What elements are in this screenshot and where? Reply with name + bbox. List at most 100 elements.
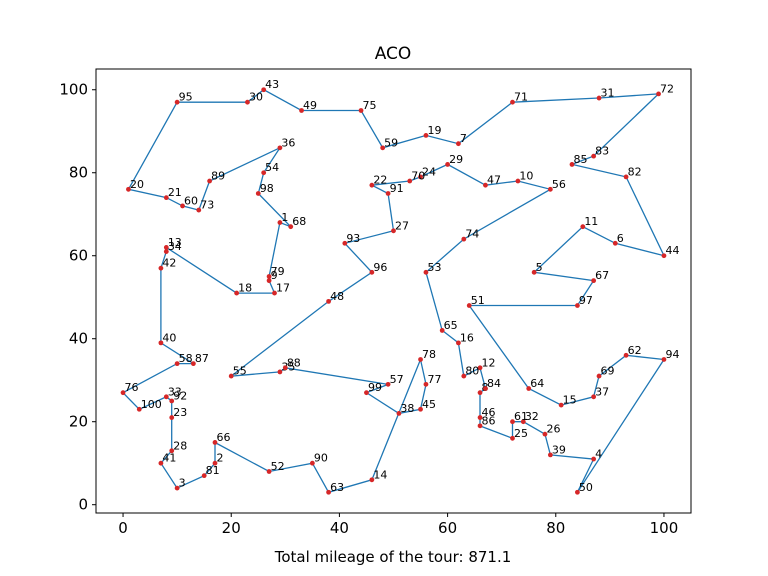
node-label-68: 68: [292, 215, 306, 228]
node-label-82: 82: [628, 165, 642, 178]
node-48: [326, 298, 331, 304]
node-34: [163, 249, 169, 254]
node-23: [169, 415, 175, 420]
node-8: [477, 390, 483, 396]
node-label-93: 93: [346, 232, 360, 245]
node-label-51: 51: [471, 294, 485, 307]
node-label-58: 58: [179, 352, 193, 365]
node-label-73: 73: [200, 199, 214, 212]
node-96: [369, 269, 375, 275]
node-39: [547, 452, 553, 458]
node-16: [456, 340, 461, 346]
node-label-20: 20: [130, 178, 144, 191]
x-tick-label: 0: [118, 519, 128, 537]
node-36: [277, 145, 283, 151]
y-tick-label: 60: [69, 247, 88, 265]
node-15: [558, 402, 564, 408]
node-31: [596, 95, 602, 101]
node-label-57: 57: [390, 373, 404, 386]
node-45: [418, 406, 423, 412]
node-label-48: 48: [330, 290, 344, 303]
node-65: [439, 328, 445, 333]
node-42: [158, 265, 164, 271]
node-label-54: 54: [265, 161, 279, 174]
node-label-14: 14: [373, 468, 387, 481]
node-label-46: 46: [482, 406, 496, 419]
node-29: [445, 162, 450, 167]
node-label-21: 21: [168, 186, 182, 199]
node-99: [364, 390, 369, 396]
node-53: [423, 269, 429, 275]
node-label-34: 34: [168, 240, 182, 253]
node-58: [174, 361, 180, 367]
node-24: [418, 174, 423, 180]
node-label-35: 35: [281, 360, 295, 373]
node-77: [423, 381, 429, 387]
x-tick-label: 40: [330, 519, 349, 537]
tour-line: [121, 88, 666, 494]
node-35: [277, 369, 283, 375]
node-label-80: 80: [465, 365, 479, 378]
node-label-84: 84: [487, 377, 501, 390]
node-72: [656, 91, 661, 97]
node-label-37: 37: [595, 385, 609, 398]
node-label-94: 94: [665, 348, 679, 361]
node-46: [477, 415, 483, 420]
node-label-63: 63: [330, 481, 344, 494]
node-label-11: 11: [584, 215, 598, 228]
node-6: [612, 240, 618, 246]
node-64: [526, 386, 532, 391]
node-label-36: 36: [281, 136, 295, 149]
node-label-89: 89: [211, 170, 225, 183]
node-label-9: 9: [271, 269, 278, 282]
node-66: [212, 440, 218, 445]
node-label-39: 39: [552, 443, 566, 456]
x-tick-label: 100: [650, 519, 679, 537]
axes-frame: [95, 68, 692, 514]
node-label-18: 18: [238, 282, 252, 295]
node-label-71: 71: [514, 91, 528, 104]
node-60: [180, 203, 185, 209]
plot-area: 1234567891011121314151617181920212223242…: [120, 78, 679, 495]
node-label-72: 72: [660, 82, 674, 95]
node-label-67: 67: [595, 269, 609, 282]
node-label-87: 87: [195, 352, 209, 365]
node-label-27: 27: [395, 219, 409, 232]
node-label-25: 25: [514, 427, 528, 440]
node-label-26: 26: [546, 423, 560, 436]
node-label-33: 33: [168, 385, 182, 398]
node-label-100: 100: [141, 398, 162, 411]
node-25: [510, 435, 515, 441]
node-54: [261, 170, 267, 176]
node-10: [515, 178, 521, 184]
node-43: [261, 87, 267, 93]
node-40: [158, 340, 164, 346]
node-11: [580, 224, 586, 230]
node-label-61: 61: [514, 410, 528, 423]
node-label-23: 23: [173, 406, 187, 419]
node-label-69: 69: [601, 365, 615, 378]
node-52: [266, 469, 272, 474]
node-67: [591, 278, 597, 284]
node-9: [266, 278, 272, 284]
node-label-32: 32: [525, 410, 539, 423]
node-1: [277, 220, 283, 225]
node-label-70: 70: [411, 170, 425, 183]
node-label-6: 6: [617, 232, 624, 245]
node-13: [163, 245, 169, 250]
node-label-30: 30: [249, 91, 263, 104]
node-61: [510, 419, 515, 425]
node-label-55: 55: [233, 365, 247, 378]
node-28: [169, 448, 175, 454]
y-tick-label: 20: [69, 413, 88, 431]
node-label-1: 1: [281, 211, 288, 224]
node-74: [461, 236, 467, 242]
node-63: [326, 489, 331, 495]
y-axis: 0 20 40 60 80 100: [59, 81, 96, 514]
node-label-28: 28: [173, 439, 187, 452]
node-83: [591, 153, 597, 159]
node-label-43: 43: [265, 78, 279, 91]
node-3: [174, 485, 180, 491]
node-2: [212, 460, 218, 466]
